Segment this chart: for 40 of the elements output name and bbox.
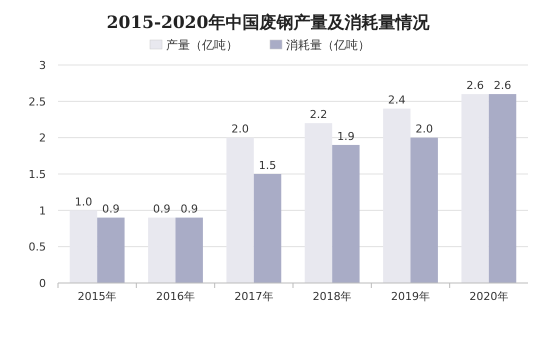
data-label: 1.0 bbox=[74, 195, 92, 208]
y-tick-label: 3 bbox=[39, 59, 46, 72]
bar bbox=[148, 218, 176, 283]
bar bbox=[226, 138, 254, 283]
x-tick-label: 2018年 bbox=[312, 290, 352, 303]
bar bbox=[70, 210, 98, 283]
bar bbox=[176, 218, 203, 283]
x-tick-label: 2020年 bbox=[469, 290, 508, 303]
data-label: 0.9 bbox=[102, 202, 120, 216]
data-label: 2.6 bbox=[494, 79, 512, 92]
y-tick-label: 1 bbox=[39, 204, 46, 218]
bar bbox=[383, 108, 410, 283]
x-tick-label: 2019年 bbox=[391, 290, 430, 303]
data-label: 0.9 bbox=[180, 202, 198, 216]
data-label: 2.6 bbox=[466, 79, 484, 92]
bar bbox=[304, 123, 332, 283]
bar bbox=[410, 138, 438, 283]
data-label: 2.2 bbox=[310, 108, 328, 122]
x-tick-label: 2017年 bbox=[234, 290, 274, 303]
legend-label: 产量（亿吨） bbox=[166, 38, 238, 52]
y-tick-label: 2 bbox=[39, 132, 46, 145]
legend-label: 消耗量（亿吨） bbox=[286, 38, 370, 52]
data-label: 1.9 bbox=[337, 130, 355, 143]
data-label: 2.4 bbox=[388, 94, 406, 107]
x-tick-label: 2015年 bbox=[78, 290, 117, 303]
y-tick-label: 0 bbox=[39, 277, 46, 290]
data-label: 0.9 bbox=[153, 202, 171, 216]
bar bbox=[488, 94, 516, 283]
chart-title: 2015-2020年中国废钢产量及消耗量情况 bbox=[106, 13, 430, 33]
data-label: 1.5 bbox=[258, 159, 276, 172]
bar bbox=[97, 218, 125, 283]
y-tick-label: 0.5 bbox=[28, 240, 46, 254]
bar bbox=[254, 174, 282, 283]
bar bbox=[461, 94, 489, 283]
y-tick-label: 2.5 bbox=[28, 95, 46, 108]
bar bbox=[332, 144, 360, 283]
data-label: 2.0 bbox=[415, 122, 433, 136]
y-tick-label: 1.5 bbox=[28, 168, 46, 181]
data-label: 2.0 bbox=[231, 122, 249, 136]
x-tick-label: 2016年 bbox=[156, 290, 195, 303]
